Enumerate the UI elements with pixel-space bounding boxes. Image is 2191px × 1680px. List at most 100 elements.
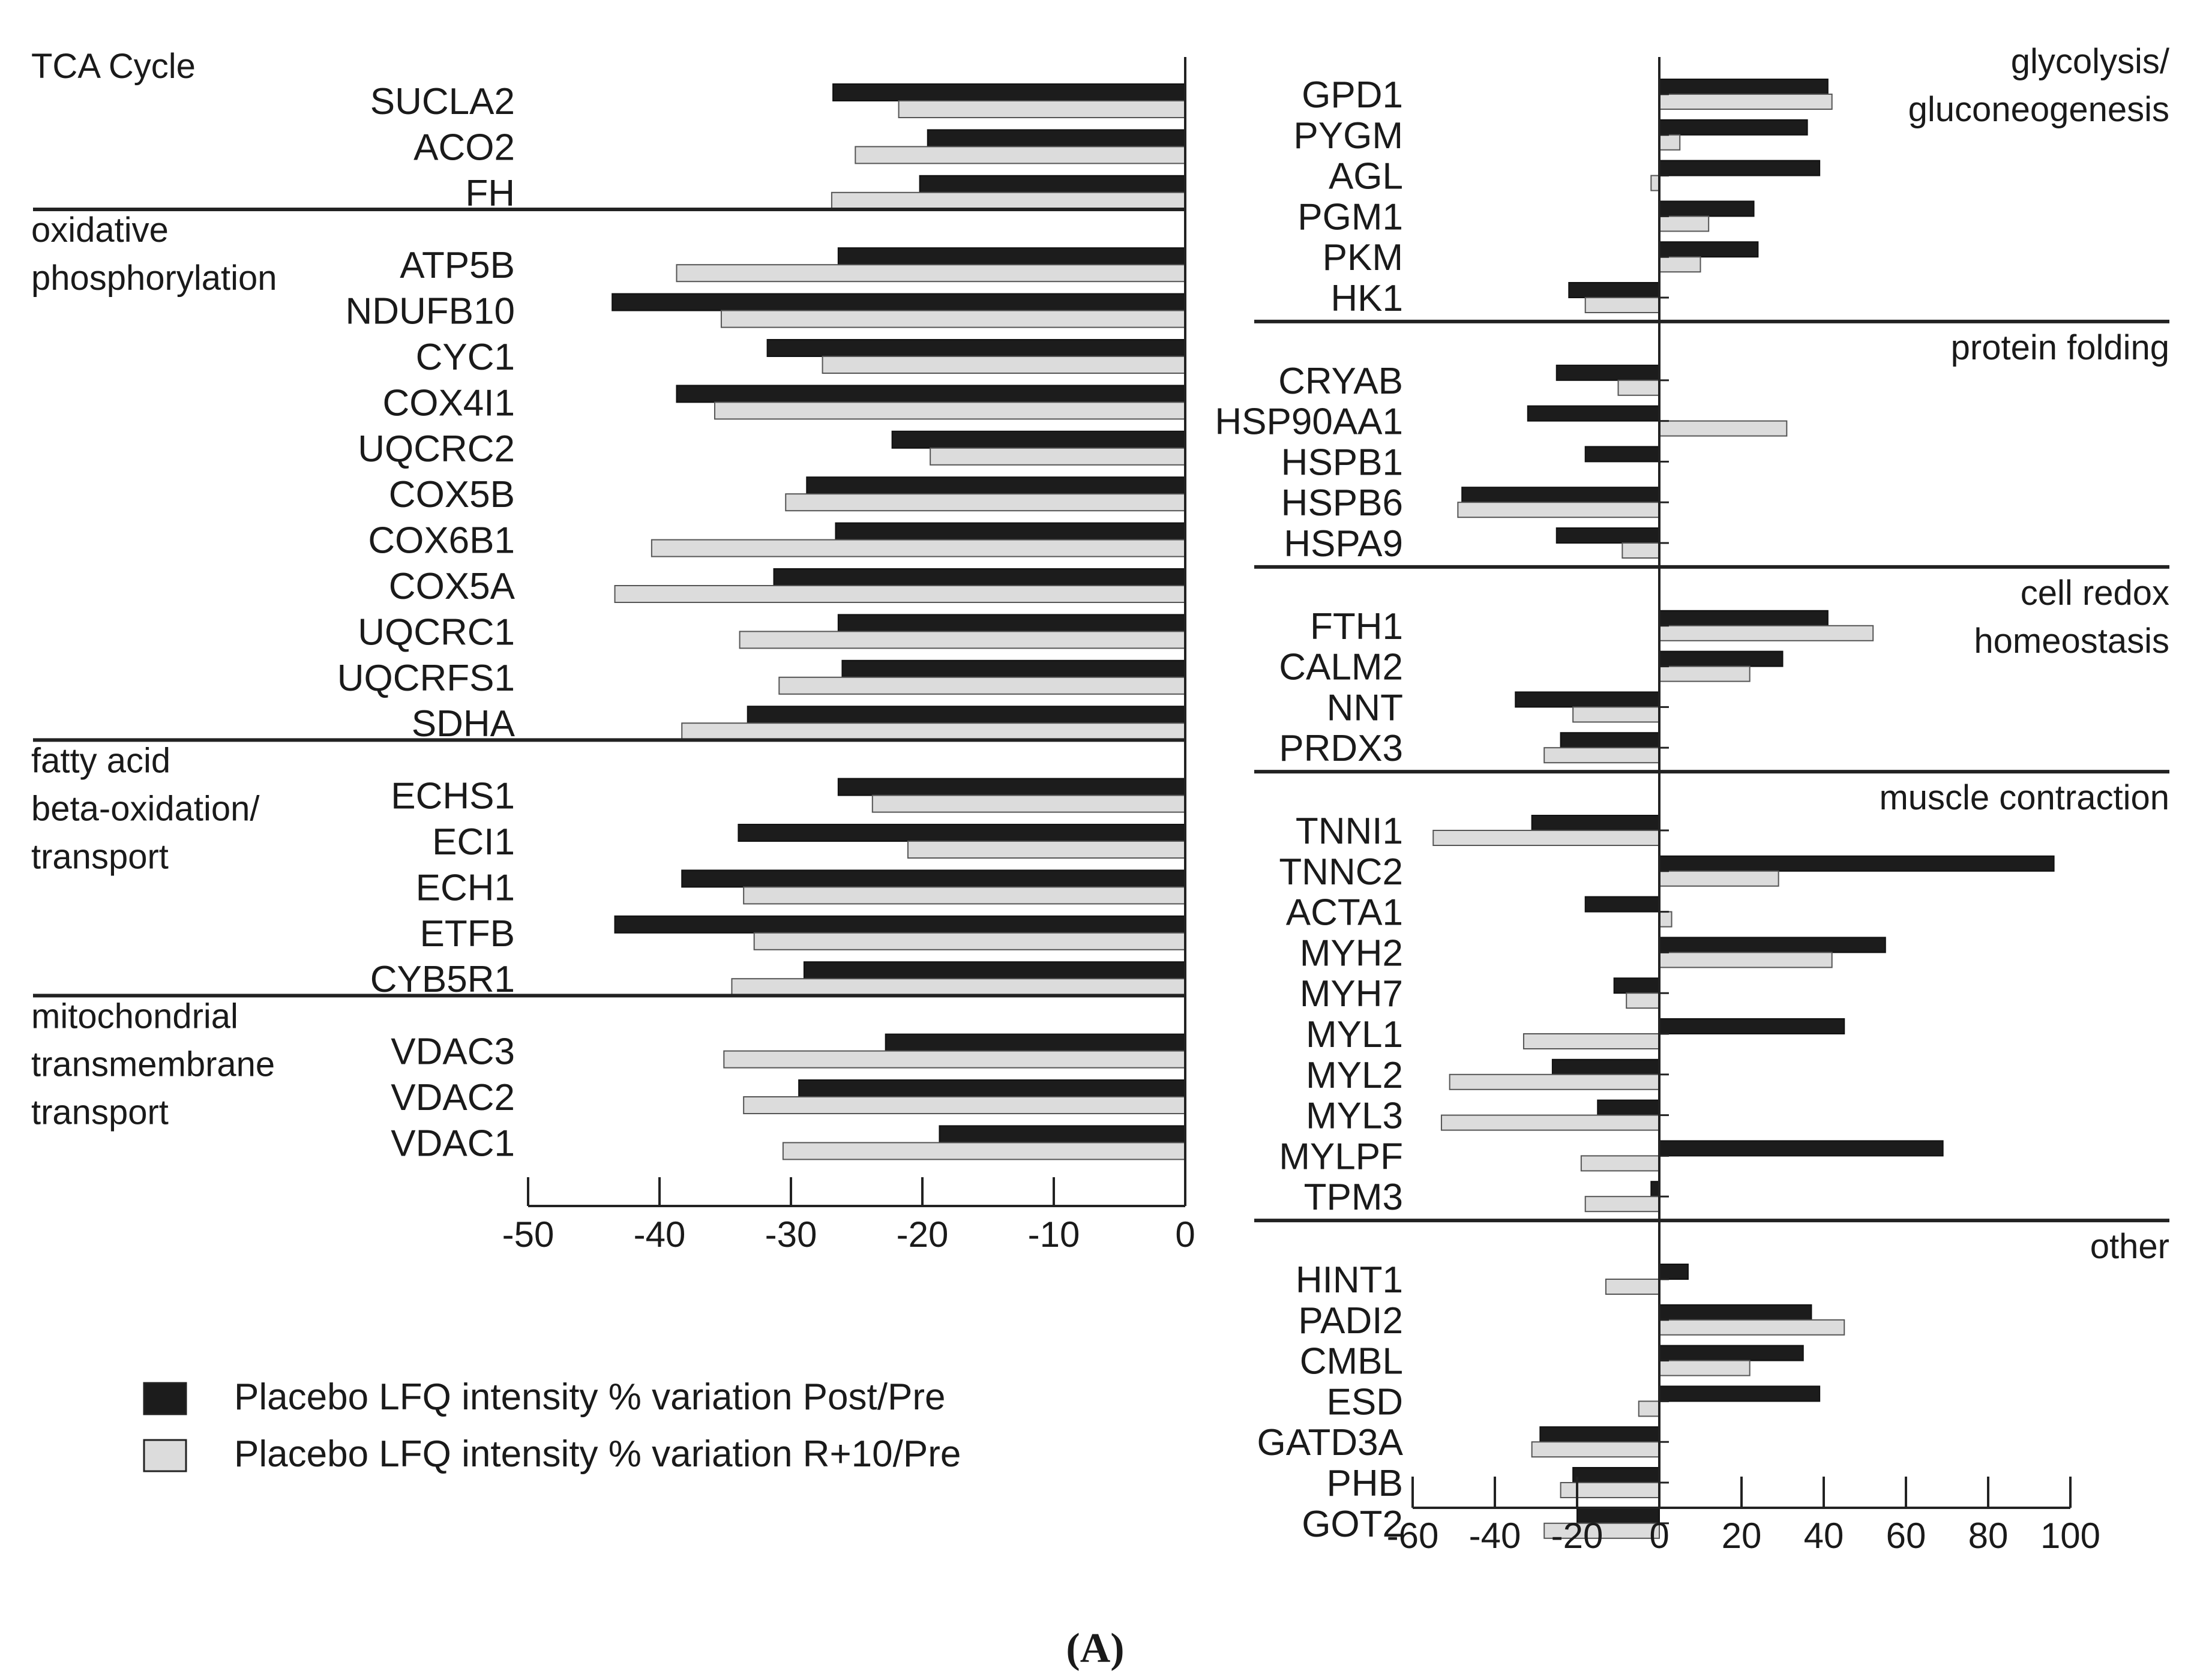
bar-post-etfb (614, 915, 1186, 934)
bar-post-uqcrfs1 (841, 659, 1186, 678)
bar-r10-pgm1 (1659, 215, 1710, 232)
bar-post-esd (1659, 1385, 1821, 1402)
group-label-other-line-0: other (2090, 1227, 2169, 1266)
bar-post-calm2 (1659, 650, 1784, 667)
bar-post-pgm1 (1659, 200, 1755, 217)
legend: Placebo LFQ intensity % variation Post/P… (143, 1376, 961, 1475)
gene-label-acta1: ACTA1 (1286, 892, 1403, 934)
gene-label-padi2: PADI2 (1298, 1300, 1403, 1342)
bar-r10-hint1 (1605, 1279, 1660, 1295)
x-tick-label-3: 0 (1649, 1516, 1669, 1556)
gene-label-tnni1: TNNI1 (1296, 811, 1403, 852)
bar-r10-cyc1 (822, 356, 1186, 374)
bar-r10-cox4i1 (714, 401, 1186, 420)
bar-r10-agl (1650, 175, 1661, 191)
bar-r10-hspb6 (1457, 502, 1661, 518)
bar-post-got2 (1576, 1507, 1660, 1524)
bar-r10-myl1 (1522, 1033, 1660, 1049)
group-label-cell-redox-homeostasis-line-1: homeostasis (1974, 622, 2169, 661)
bar-post-sucla2 (832, 83, 1186, 101)
gene-label-cryab: CRYAB (1278, 361, 1403, 402)
bar-r10-pkm (1659, 256, 1701, 273)
bar-r10-prdx3 (1543, 747, 1660, 764)
bar-post-cryab (1555, 364, 1660, 381)
gene-label-atp5b: ATP5B (400, 245, 515, 286)
group-label-glycolysis-gluconeogenesis-line-1: gluconeogenesis (1908, 90, 2169, 129)
bar-r10-hspa9 (1621, 542, 1661, 559)
gene-label-cox5b: COX5B (389, 474, 515, 515)
bar-post-hint1 (1659, 1264, 1689, 1280)
bar-post-myl2 (1551, 1058, 1660, 1075)
x-tick-label-1: -40 (634, 1214, 686, 1255)
bar-r10-echs1 (871, 794, 1186, 813)
bar-r10-tpm3 (1584, 1196, 1660, 1213)
bar-post-fth1 (1659, 610, 1829, 626)
bar-r10-mylpf (1580, 1155, 1661, 1172)
bar-post-cyc1 (766, 339, 1186, 357)
gene-label-agl: AGL (1329, 156, 1403, 197)
gene-label-etfb: ETFB (420, 913, 515, 955)
bar-r10-vdac3 (723, 1050, 1186, 1069)
gene-label-esd: ESD (1327, 1381, 1403, 1423)
bar-post-hspb1 (1584, 446, 1660, 463)
bar-r10-fth1 (1659, 625, 1874, 641)
bar-r10-gpd1 (1659, 94, 1833, 110)
bar-post-aco2 (927, 129, 1186, 148)
bar-r10-phb (1560, 1482, 1661, 1498)
bar-post-cox5a (773, 568, 1186, 586)
bar-r10-calm2 (1659, 665, 1751, 682)
gene-label-pgm1: PGM1 (1297, 196, 1403, 238)
bar-r10-etfb (753, 932, 1186, 950)
bar-post-myl1 (1659, 1018, 1845, 1034)
gene-label-uqcrc2: UQCRC2 (358, 428, 515, 470)
bar-post-tnni1 (1531, 815, 1660, 831)
bar-r10-myl2 (1449, 1073, 1660, 1090)
x-tick-label-0: -50 (502, 1214, 555, 1255)
gene-label-cox6b1: COX6B1 (368, 520, 515, 562)
gene-label-hint1: HINT1 (1296, 1259, 1403, 1301)
bar-post-hk1 (1568, 282, 1661, 298)
gene-label-myl3: MYL3 (1306, 1096, 1403, 1137)
bar-r10-hk1 (1584, 297, 1660, 313)
gene-label-myh7: MYH7 (1300, 973, 1403, 1015)
gene-label-vdac3: VDAC3 (391, 1031, 515, 1073)
bar-r10-sdha (681, 722, 1186, 741)
bar-post-eci1 (738, 824, 1186, 842)
gene-label-fh: FH (465, 173, 515, 214)
bar-post-uqcrc1 (837, 614, 1186, 632)
bar-r10-padi2 (1659, 1319, 1845, 1336)
gene-label-cox5a: COX5A (389, 566, 515, 607)
bar-post-sdha (747, 706, 1186, 724)
x-tick-label-6: 60 (1886, 1516, 1926, 1556)
bar-post-vdac3 (885, 1033, 1186, 1052)
bar-post-hspb6 (1461, 487, 1660, 503)
gene-label-cox4i1: COX4I1 (382, 382, 515, 424)
bar-post-ndufb10 (612, 293, 1186, 311)
bar-r10-uqcrfs1 (778, 676, 1186, 695)
bar-post-cox5b (806, 476, 1186, 495)
group-label-muscle-contraction-line-0: muscle contraction (1879, 778, 2169, 817)
bar-r10-vdac2 (743, 1096, 1186, 1114)
gene-label-gatd3a: GATD3A (1257, 1422, 1404, 1463)
bar-r10-esd (1638, 1400, 1660, 1417)
gene-label-vdac2: VDAC2 (391, 1077, 515, 1118)
legend-swatch-2 (143, 1439, 187, 1472)
bar-post-pygm (1659, 119, 1808, 136)
gene-label-eci1: ECI1 (432, 821, 515, 863)
bar-r10-acta1 (1659, 911, 1673, 928)
bar-r10-myh7 (1626, 992, 1660, 1009)
bar-r10-uqcrc2 (930, 447, 1186, 466)
x-tick-label-5: 40 (1804, 1516, 1844, 1556)
gene-label-gpd1: GPD1 (1302, 74, 1403, 116)
bar-post-cox6b1 (835, 522, 1186, 541)
group-label-fatty-acid-beta-oxidation-transport-line-1: beta-oxidation/ (31, 790, 260, 829)
bar-post-prdx3 (1560, 732, 1661, 749)
gene-label-tpm3: TPM3 (1304, 1177, 1403, 1218)
gene-label-uqcrc1: UQCRC1 (358, 611, 515, 653)
legend-swatch-1 (143, 1382, 187, 1415)
gene-label-nnt: NNT (1327, 687, 1403, 728)
bar-r10-pygm (1659, 134, 1681, 151)
bar-r10-myh2 (1659, 952, 1833, 968)
bar-r10-myl3 (1440, 1114, 1660, 1131)
